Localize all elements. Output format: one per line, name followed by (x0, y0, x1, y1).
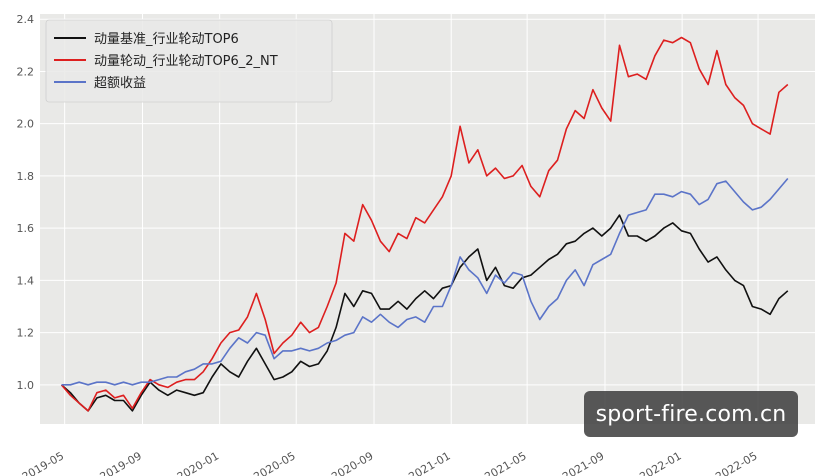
x-tick-label: 2019-05 (20, 449, 66, 476)
y-tick-label: 2.4 (17, 13, 35, 26)
x-tick-label: 2020-05 (251, 449, 297, 476)
series-line-3 (61, 177, 789, 386)
legend-label: 动量轮动_行业轮动TOP6_2_NT (94, 54, 278, 69)
y-tick-label: 2.0 (17, 118, 35, 131)
series-lines (60, 36, 789, 412)
y-tick-label: 1.0 (17, 379, 35, 392)
x-tick-label: 2021-01 (406, 449, 452, 476)
series-line-2 (60, 36, 789, 412)
series-line-1 (60, 214, 789, 412)
x-tick-label: 2020-01 (175, 449, 221, 476)
watermark: sport-fire.com.cn (584, 391, 798, 437)
legend-box (45, 19, 333, 103)
y-tick-label: 2.2 (17, 65, 35, 78)
legend-label: 超额收益 (94, 76, 146, 91)
x-tick-label: 2019-09 (98, 449, 144, 476)
y-tick-label: 1.6 (17, 222, 35, 235)
legend: 动量基准_行业轮动TOP6 动量轮动_行业轮动TOP6_2_NT 超额收益 (45, 19, 333, 103)
y-tick-label: 1.8 (17, 170, 35, 183)
y-tick-label: 1.2 (17, 327, 35, 340)
x-axis: 2019-05 2019-09 2020-01 2020-05 2020-09 2021-… (20, 449, 760, 476)
y-tick-label: 1.4 (17, 274, 35, 287)
x-tick-label: 2021-05 (482, 449, 528, 476)
y-axis: 1.0 1.2 1.4 1.6 1.8 2.0 2.2 2.4 (17, 13, 35, 392)
x-tick-label: 2020-09 (329, 449, 375, 476)
x-tick-label: 2022-05 (713, 449, 759, 476)
x-tick-label: 2021-09 (560, 449, 606, 476)
x-tick-label: 2022-01 (637, 449, 683, 476)
legend-label: 动量基准_行业轮动TOP6 (94, 32, 239, 47)
